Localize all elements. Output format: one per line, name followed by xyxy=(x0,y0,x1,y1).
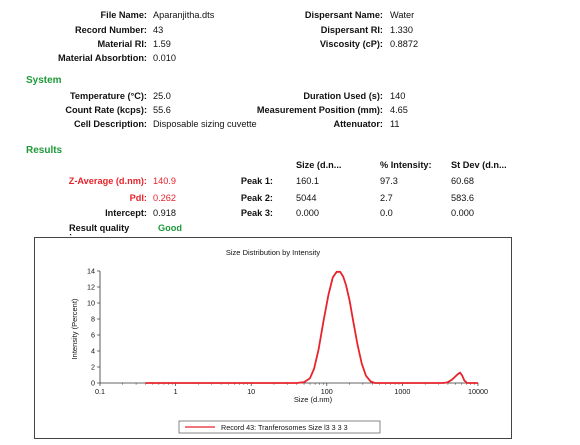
pdi-value: 0.262 xyxy=(153,193,176,203)
y-tick-label: 12 xyxy=(87,283,95,292)
peak-3-stdev: 0.000 xyxy=(451,208,474,218)
duration-used-value: 140 xyxy=(390,91,406,101)
material-absorption-label: Material Absorbtion: xyxy=(58,53,147,63)
peak-3-size: 0.000 xyxy=(296,208,319,218)
y-tick-label: 0 xyxy=(91,379,95,388)
series-line xyxy=(145,270,478,384)
y-tick-label: 4 xyxy=(91,347,95,356)
x-tick-label: 100 xyxy=(321,387,333,396)
legend-entry: Record 43: Tranferosomes Size l3 3 3 3 xyxy=(221,423,348,432)
attenuator-value: 11 xyxy=(390,119,400,129)
y-tick-label: 14 xyxy=(87,267,95,276)
peak-2-label: Peak 2: xyxy=(240,193,273,203)
cell-description-value: Disposable sizing cuvette xyxy=(153,119,257,129)
result-quality-value: Good xyxy=(158,223,182,233)
result-quality-label: Result quality xyxy=(69,223,130,233)
column-header-stdev: St Dev (d.n... xyxy=(451,160,507,170)
temperature-label: Temperature (°C): xyxy=(69,91,147,101)
pdi-label: PdI: xyxy=(129,193,147,203)
dispersant-ri-label: Dispersant RI: xyxy=(320,25,383,35)
column-header-size: Size (d.n... xyxy=(296,160,342,170)
result-quality-colon: : xyxy=(69,231,73,241)
material-ri-value: 1.59 xyxy=(153,39,171,49)
x-tick-label: 10 xyxy=(247,387,255,396)
x-tick-label: 0.1 xyxy=(95,387,105,396)
dispersant-ri-value: 1.330 xyxy=(390,25,413,35)
peak-1-intensity: 97.3 xyxy=(380,176,398,186)
peak-1-size: 160.1 xyxy=(296,176,319,186)
peak-2-intensity: 2.7 xyxy=(380,193,393,203)
peak-2-stdev: 583.6 xyxy=(451,193,474,203)
legend-box xyxy=(178,420,381,434)
peak-2-size: 5044 xyxy=(296,193,317,203)
count-rate-value: 55.6 xyxy=(153,105,171,115)
cell-description-label: Cell Description: xyxy=(73,119,147,129)
x-tick-label: 1 xyxy=(174,387,178,396)
dispersant-name-label: Dispersant Name: xyxy=(304,10,383,20)
viscosity-value: 0.8872 xyxy=(390,39,419,49)
temperature-value: 25.0 xyxy=(153,91,171,101)
y-tick-label: 10 xyxy=(87,299,95,308)
x-axis-label: Size (d.nm) xyxy=(294,395,333,404)
material-absorption-value: 0.010 xyxy=(153,53,176,63)
peak-3-label: Peak 3: xyxy=(240,208,273,218)
intercept-label: Intercept: xyxy=(105,208,147,218)
y-tick-label: 6 xyxy=(91,331,95,340)
file-name-value: Aparanjitha.dts xyxy=(153,10,215,20)
size-distribution-chart: Size Distribution by Intensity 0 2 4 6 8 10 12… xyxy=(34,237,512,439)
chart-title: Size Distribution by Intensity xyxy=(226,248,320,257)
intercept-value: 0.918 xyxy=(153,208,176,218)
measurement-position-label: Measurement Position (mm): xyxy=(256,105,383,115)
x-tick-label: 1000 xyxy=(394,387,410,396)
record-number-label: Record Number: xyxy=(75,25,147,35)
attenuator-label: Attenuator: xyxy=(333,119,383,129)
z-average-value: 140.9 xyxy=(153,176,176,186)
column-header-intensity: % Intensity: xyxy=(380,160,432,170)
y-tick-label: 2 xyxy=(91,363,95,372)
measurement-position-value: 4.65 xyxy=(390,105,408,115)
x-tick-label: 10000 xyxy=(468,387,488,396)
y-tick-label: 8 xyxy=(91,315,95,324)
peak-1-stdev: 60.68 xyxy=(451,176,474,186)
chart-svg: Size Distribution by Intensity 0 2 4 6 8 10 12… xyxy=(70,248,488,434)
record-number-value: 43 xyxy=(153,25,164,35)
file-name-label: File Name: xyxy=(100,10,147,20)
peak-3-intensity: 0.0 xyxy=(380,208,393,218)
z-average-label: Z-Average (d.nm): xyxy=(68,176,147,186)
count-rate-label: Count Rate (kcps): xyxy=(65,105,147,115)
system-section-title: System xyxy=(26,75,62,86)
viscosity-label: Viscosity (cP): xyxy=(319,39,383,49)
dispersant-name-value: Water xyxy=(390,10,415,20)
duration-used-label: Duration Used (s): xyxy=(303,91,383,101)
peak-1-label: Peak 1: xyxy=(240,176,273,186)
y-axis-label: Intensity (Percent) xyxy=(70,298,79,359)
material-ri-label: Material RI: xyxy=(97,39,147,49)
results-section-title: Results xyxy=(26,145,63,156)
